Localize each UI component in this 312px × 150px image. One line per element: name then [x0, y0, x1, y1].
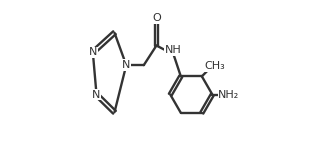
Text: NH: NH [165, 45, 182, 55]
Text: CH₃: CH₃ [204, 61, 225, 71]
Text: NH₂: NH₂ [218, 90, 240, 100]
Text: N: N [92, 90, 101, 100]
Text: N: N [89, 47, 97, 57]
Text: N: N [122, 60, 130, 70]
Text: O: O [152, 13, 161, 23]
